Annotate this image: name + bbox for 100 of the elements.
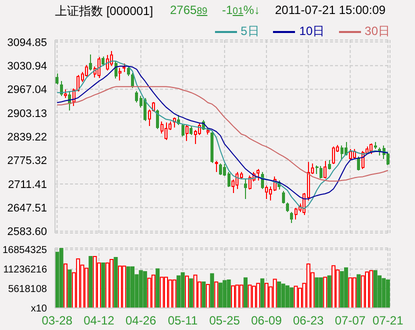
candlestick xyxy=(144,97,147,120)
bar xyxy=(323,276,328,308)
bar xyxy=(64,264,68,308)
bar xyxy=(122,266,126,308)
candlestick xyxy=(315,165,318,175)
bar xyxy=(114,256,118,308)
bar xyxy=(277,282,282,308)
bar xyxy=(260,278,264,308)
bar xyxy=(189,278,194,308)
candlestick xyxy=(248,175,252,189)
x-tick-label: 07-07 xyxy=(334,314,366,328)
bar xyxy=(151,274,156,308)
bar xyxy=(294,286,298,308)
bar xyxy=(84,268,88,308)
bar xyxy=(160,276,164,308)
bar xyxy=(92,256,97,308)
x-tick-label: 05-11 xyxy=(168,314,198,328)
y-tick-label: 5618108 xyxy=(8,284,48,296)
bar xyxy=(88,256,93,308)
candlestick xyxy=(319,165,322,178)
bar xyxy=(344,267,348,308)
bar xyxy=(180,272,185,308)
bar xyxy=(206,284,210,308)
bar xyxy=(76,258,80,308)
bar xyxy=(126,266,130,308)
candlestick xyxy=(60,80,63,96)
bar xyxy=(156,268,160,308)
x-tick-label: 04-26 xyxy=(125,314,157,328)
x-tick-label: 03-28 xyxy=(42,314,73,328)
bar xyxy=(360,275,365,308)
y-tick-label: 16854325 xyxy=(2,245,48,256)
bar xyxy=(356,274,361,308)
bar xyxy=(336,269,340,308)
candlestick xyxy=(324,160,327,178)
candlestick xyxy=(89,54,92,70)
y-tick-label: 2903.13 xyxy=(7,108,47,120)
candlestick xyxy=(344,142,348,155)
y-tick-label: 2583.60 xyxy=(7,226,47,238)
bar xyxy=(244,277,248,308)
y-tick-label: 2775.32 xyxy=(7,155,47,168)
legend-label: 5日 xyxy=(240,23,260,40)
candlestick xyxy=(98,56,101,78)
bar xyxy=(256,282,260,308)
candlestick xyxy=(282,190,285,203)
candlestick xyxy=(110,50,114,66)
candlestick xyxy=(265,185,268,200)
bar xyxy=(348,277,352,308)
bar xyxy=(290,287,294,308)
y-tick-label: x10 xyxy=(30,304,48,315)
candlestick xyxy=(118,67,122,81)
x-tick-label: 07-21 xyxy=(372,314,404,328)
bar xyxy=(147,278,152,308)
bar xyxy=(172,279,176,308)
x-tick-label: 05-25 xyxy=(209,314,240,328)
bar xyxy=(218,282,222,308)
bar xyxy=(352,277,356,308)
bar xyxy=(272,278,277,308)
candlestick xyxy=(374,142,377,150)
bar xyxy=(202,282,206,308)
bar xyxy=(369,270,374,308)
chart-subtitle: 2011-07-21 15:00:09 xyxy=(275,3,386,17)
candlestick xyxy=(236,172,239,190)
y-tick-label: 2647.51 xyxy=(7,202,47,215)
candlestick xyxy=(218,162,222,174)
candlestick xyxy=(332,147,336,164)
bar xyxy=(214,282,218,308)
candlestick xyxy=(190,126,193,134)
bar xyxy=(239,284,244,308)
candlestick xyxy=(135,90,138,104)
bar xyxy=(168,279,172,308)
bar xyxy=(248,284,252,308)
legend-label: 30日 xyxy=(364,23,390,40)
bar xyxy=(318,277,323,308)
bar xyxy=(143,271,148,308)
bar xyxy=(193,274,198,308)
bar xyxy=(68,269,72,308)
y-tick-label: 2711.41 xyxy=(8,178,47,191)
x-tick-label: 06-09 xyxy=(251,314,282,328)
bar xyxy=(264,282,269,308)
bar xyxy=(373,270,378,308)
bar xyxy=(222,280,227,308)
bar xyxy=(130,266,135,308)
legend-label: 10日 xyxy=(298,23,325,40)
y-tick-label: 11236216 xyxy=(3,264,48,276)
bar xyxy=(226,279,231,308)
bar xyxy=(110,259,114,308)
bar xyxy=(365,272,370,308)
candlestick xyxy=(340,145,344,160)
candlestick xyxy=(156,108,160,128)
bar xyxy=(386,279,390,308)
bar xyxy=(210,273,214,308)
x-tick-label: 06-23 xyxy=(292,314,324,328)
candlestick xyxy=(294,208,298,220)
bar xyxy=(382,278,386,308)
bar xyxy=(332,265,336,308)
bar xyxy=(327,275,332,308)
candlestick xyxy=(164,122,168,141)
candlestick xyxy=(56,73,59,84)
bar xyxy=(118,266,122,308)
bar xyxy=(281,284,286,308)
